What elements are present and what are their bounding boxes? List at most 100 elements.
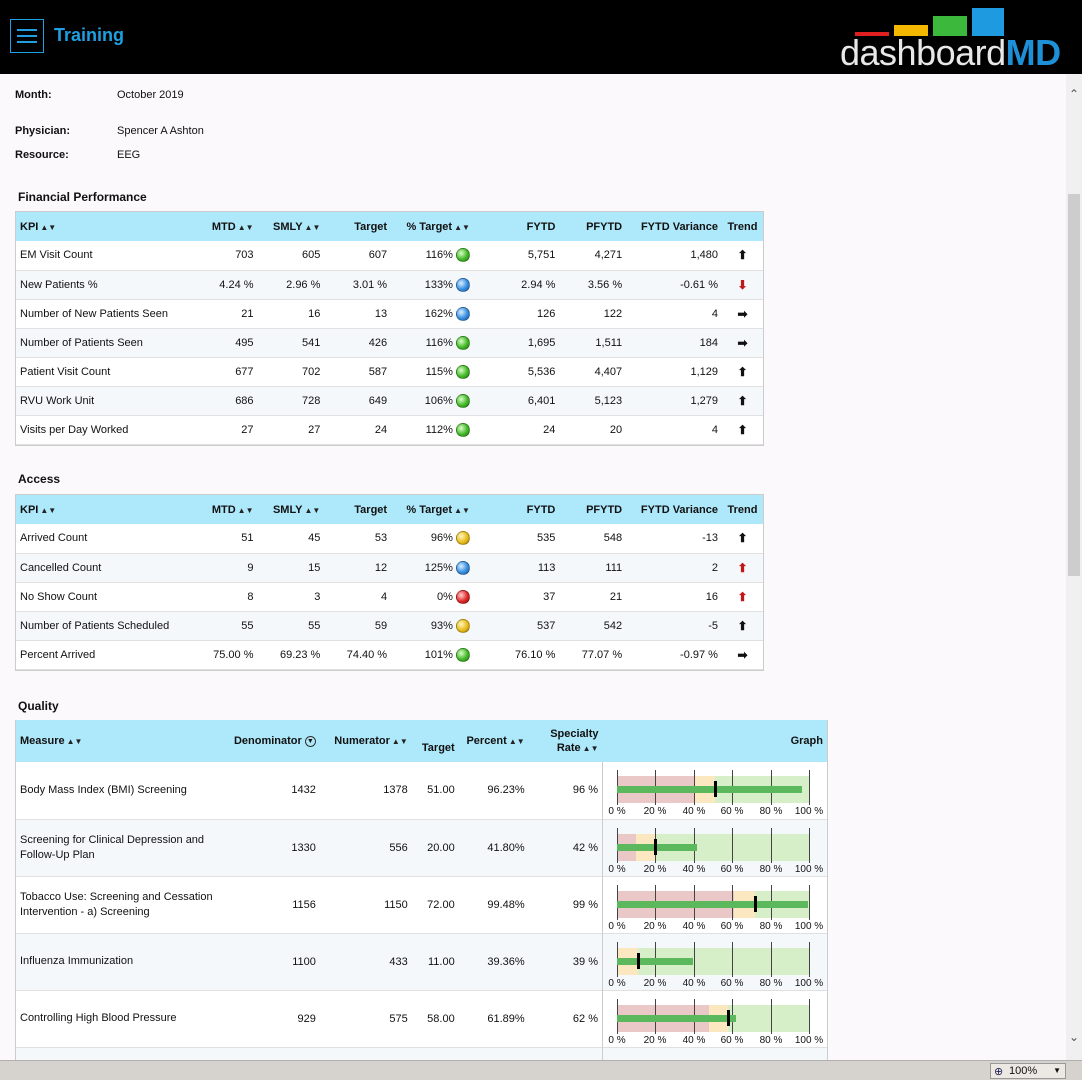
mtd-column-header[interactable]: MTD ▲▼ <box>195 495 258 524</box>
graph-tick-label: 0 % <box>608 977 626 989</box>
measure-name: Body Mass Index (BMI) Screening <box>20 783 187 796</box>
target-value: 74.40 % <box>346 648 388 661</box>
fytd-variance-value: 2 <box>711 561 718 574</box>
pfytd-value: 548 <box>603 532 623 545</box>
report-content: Month: October 2019 Physician: Spencer A… <box>0 74 1066 1060</box>
status-green-icon <box>455 422 470 437</box>
percent-value: 96.23% <box>487 784 525 797</box>
graph-gridline <box>771 941 772 977</box>
graph-gridline <box>771 998 772 1034</box>
hamburger-menu-button[interactable] <box>10 19 44 53</box>
specialty-rate-column-header[interactable]: Specialty Rate ▲▼ <box>528 720 603 762</box>
percent-column-header[interactable]: Percent ▲▼ <box>458 720 529 762</box>
zoom-control[interactable]: ⊕ 100% ▼ <box>990 1063 1066 1079</box>
percent-value: 99.48% <box>487 898 525 911</box>
trend-cell: ⬆ <box>722 386 763 415</box>
mtd-value: 55 <box>241 619 254 632</box>
pct-target-value: 116% <box>425 249 453 262</box>
numerator-value: 575 <box>389 1012 408 1025</box>
pfytd-value: 122 <box>603 307 623 320</box>
kpi-name: Patient Visit Count <box>20 365 111 378</box>
pct-target-cell: 133% <box>391 270 474 299</box>
pct-target-value: 93% <box>430 619 453 632</box>
kpi-column-header[interactable]: KPI ▲▼ <box>16 212 196 241</box>
denominator-column-header[interactable]: Denominator ▼ <box>225 720 320 762</box>
smly-value: 27 <box>308 423 321 436</box>
empty-cell <box>16 1047 226 1060</box>
pct-target-cell: 93% <box>391 611 474 640</box>
pfytd-value: 3.56 % <box>587 278 623 291</box>
trend-up-arrow-icon: ⬆ <box>737 618 748 633</box>
trend-cell: ➡ <box>722 299 763 328</box>
kpi-column-header[interactable]: KPI ▲▼ <box>16 495 196 524</box>
scroll-up-icon[interactable]: ⌃ <box>1068 87 1080 101</box>
kpi-name: EM Visit Count <box>20 249 93 262</box>
fytd-variance-value: 1,480 <box>690 249 718 262</box>
pct-target-cell: 96% <box>391 524 474 553</box>
numerator-value: 1378 <box>383 784 408 797</box>
menu-icon-line <box>17 29 37 31</box>
fytd-variance-value: 1,279 <box>690 394 718 407</box>
access-section-title: Access <box>18 472 61 486</box>
graph-tick-label: 40 % <box>682 977 706 989</box>
vertical-scrollbar[interactable]: ⌃ ⌄ <box>1066 74 1082 1060</box>
fytd-value: 535 <box>537 532 556 545</box>
graph-tick-label: 40 % <box>682 806 706 817</box>
logo-bar-yellow <box>894 25 928 36</box>
smly-column-header[interactable]: SMLY ▲▼ <box>257 212 325 241</box>
fytd-column-header: FYTD <box>473 495 560 524</box>
fytd-value: 537 <box>537 619 556 632</box>
graph-gridline <box>771 827 772 863</box>
mtd-value: 8 <box>247 590 254 603</box>
graph-target-marker <box>713 781 717 797</box>
trend-column-header: Trend <box>721 495 763 524</box>
target-column-header: Target <box>324 495 392 524</box>
graph-gridline <box>694 941 695 977</box>
target-value: 649 <box>368 394 388 407</box>
financial-table: KPI ▲▼ MTD ▲▼ SMLY ▲▼ Target % Target ▲▼ FYT… <box>16 212 763 445</box>
trend-cell: ⬆ <box>722 241 763 270</box>
pct-target-cell: 101% <box>391 640 474 669</box>
table-row: Number of Patients Seen 495 541 426 116% 1,69… <box>16 328 763 357</box>
pct-target-value: 106% <box>424 394 453 407</box>
fytd-variance-value: 1,129 <box>690 365 718 378</box>
kpi-name: No Show Count <box>20 590 98 603</box>
pct-target-value: 125% <box>424 561 453 574</box>
chevron-down-icon[interactable]: ▼ <box>1053 1066 1061 1075</box>
bullet-graph: 0 % 20 % 40 % 60 % 80 % 100 % <box>608 770 823 817</box>
pct-target-column-header[interactable]: % Target ▲▼ <box>391 212 474 241</box>
bullet-graph: 0 % 20 % 40 % 60 % 80 % 100 % <box>608 827 823 875</box>
mtd-column-header[interactable]: MTD ▲▼ <box>195 212 258 241</box>
scroll-down-icon[interactable]: ⌄ <box>1068 1030 1080 1044</box>
physician-label: Physician: <box>15 125 71 137</box>
scroll-thumb[interactable] <box>1068 194 1080 576</box>
pfytd-value: 4,407 <box>594 365 623 378</box>
physician-value: Spencer A Ashton <box>117 125 204 137</box>
measure-name: Controlling High Blood Pressure <box>20 1012 177 1024</box>
dashboardmd-logo: dashboardMD <box>840 4 1074 73</box>
measure-column-header[interactable]: Measure ▲▼ <box>16 720 226 762</box>
trend-up-arrow-icon: ⬆ <box>737 393 748 408</box>
target-column-header: Target <box>324 212 392 241</box>
pct-target-value: 112% <box>425 423 453 436</box>
kpi-name: RVU Work Unit <box>20 394 95 407</box>
bullet-graph: 0 % 20 % 40 % 60 % 80 % 100 % <box>608 998 823 1046</box>
quality-header-row: Measure ▲▼ Denominator ▼ Numerator ▲▼ Targ… <box>16 720 827 762</box>
sort-icon: ▲▼ <box>582 743 599 753</box>
month-label: Month: <box>15 89 52 101</box>
smly-value: 16 <box>308 307 321 320</box>
graph-tick-label: 20 % <box>643 1034 667 1046</box>
pct-target-column-header[interactable]: % Target ▲▼ <box>391 495 474 524</box>
specialty-rate-value: 62 % <box>572 1012 598 1025</box>
logo-bar-red <box>855 32 889 36</box>
status-green-icon <box>455 364 470 379</box>
target-value: 59 <box>374 619 388 632</box>
pfytd-column-header: PFYTD <box>559 495 627 524</box>
numerator-column-header[interactable]: Numerator ▲▼ <box>319 720 412 762</box>
percent-value: 39.36% <box>487 955 525 968</box>
graph-cell <box>602 1047 827 1060</box>
trend-up-arrow-icon: ⬆ <box>737 248 748 263</box>
mtd-value: 677 <box>235 365 254 378</box>
graph-gridline <box>732 827 733 863</box>
smly-column-header[interactable]: SMLY ▲▼ <box>257 495 325 524</box>
